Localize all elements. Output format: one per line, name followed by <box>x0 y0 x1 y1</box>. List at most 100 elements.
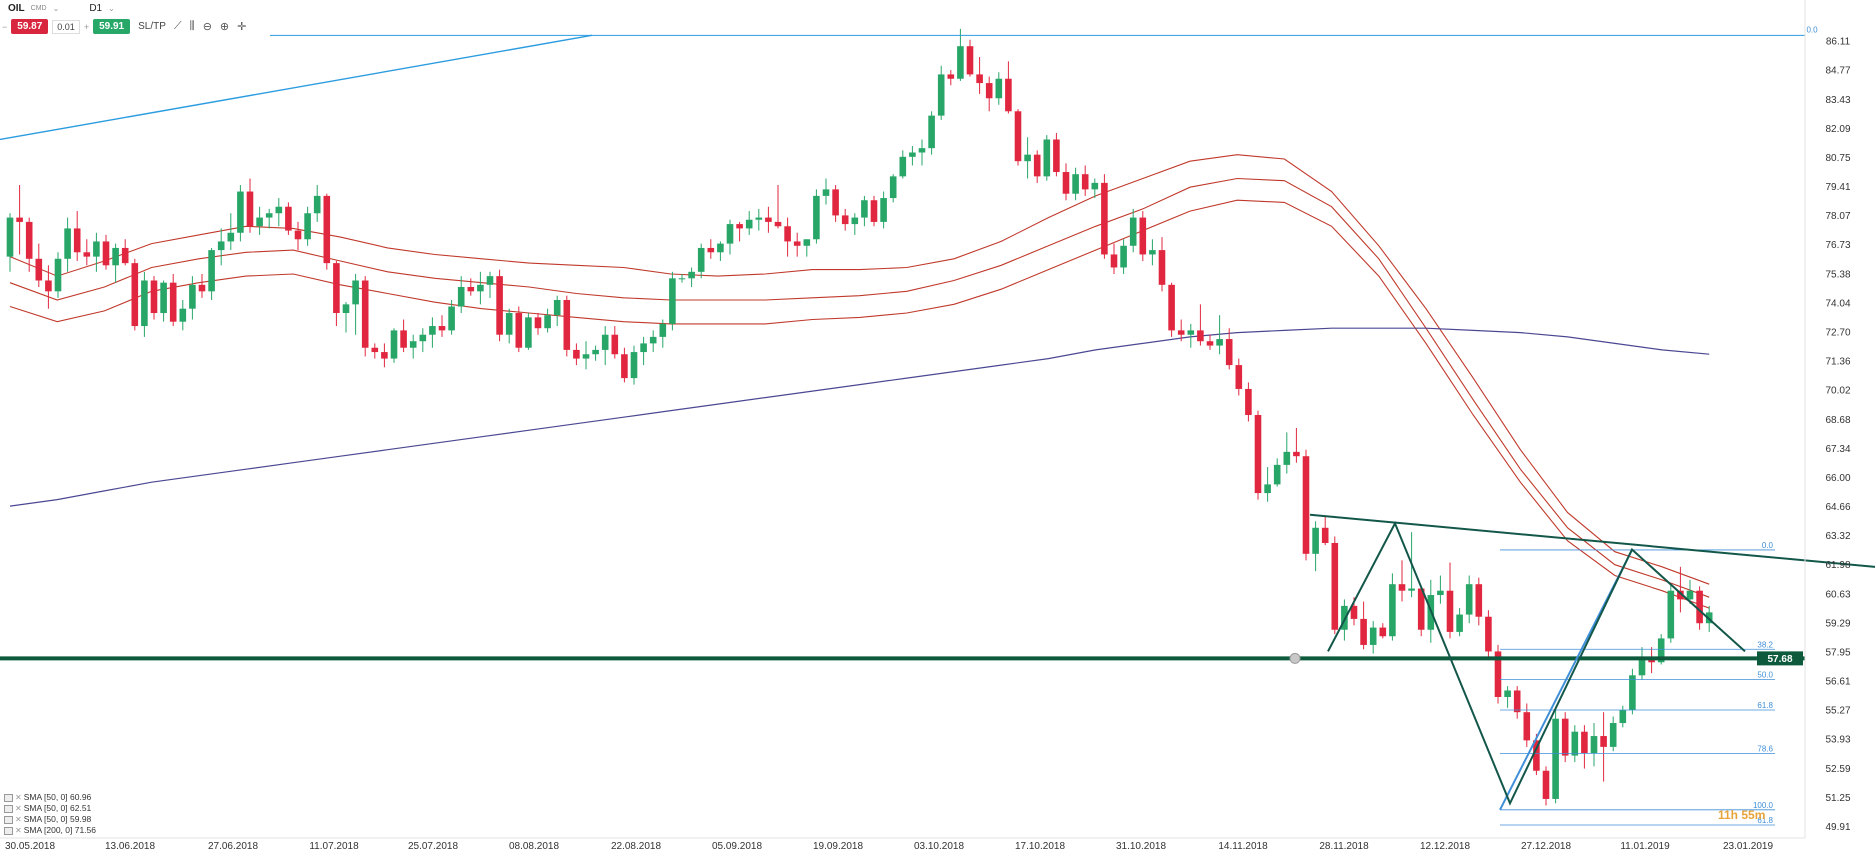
y-tick-label: 78.07 <box>1825 211 1850 222</box>
candle-body <box>1590 736 1598 754</box>
settings-icon[interactable] <box>4 793 13 802</box>
candle-body <box>227 232 235 242</box>
candle-body <box>899 156 907 177</box>
candle-body <box>1638 660 1646 676</box>
candle-body <box>726 224 734 244</box>
candle-body <box>1283 451 1291 465</box>
timeframe-label[interactable]: D1 <box>89 3 103 14</box>
candle-body <box>1696 590 1703 624</box>
candle-body <box>179 308 187 322</box>
close-icon[interactable]: ✕ <box>15 793 22 802</box>
candle-body <box>1456 614 1463 632</box>
y-tick-label: 63.32 <box>1825 531 1850 542</box>
symbol-label[interactable]: OIL <box>8 3 25 14</box>
candle-body <box>285 206 292 231</box>
close-icon[interactable]: ✕ <box>15 804 22 813</box>
y-tick-label: 72.70 <box>1825 328 1850 339</box>
y-tick-label: 66.00 <box>1825 473 1850 484</box>
candle-body <box>1149 250 1156 255</box>
chevron-down-icon[interactable]: ⌄ <box>52 4 60 13</box>
legend-item[interactable]: ✕ SMA [50, 0] 62.51 <box>4 803 96 814</box>
x-tick-label: 13.06.2018 <box>105 841 155 852</box>
candle-body <box>861 200 868 218</box>
x-tick-label: 25.07.2018 <box>408 841 458 852</box>
decrease-volume-button[interactable]: − <box>2 21 8 32</box>
candle-body <box>1197 330 1204 342</box>
zoom-in-icon[interactable]: ⊕ <box>219 21 230 33</box>
candle-body <box>851 217 859 225</box>
candle-body <box>1504 690 1511 697</box>
y-tick-label: 55.27 <box>1825 706 1850 717</box>
y-tick-label: 80.75 <box>1825 153 1850 164</box>
x-tick-label: 27.12.2018 <box>1521 841 1571 852</box>
candle-body <box>765 217 772 222</box>
candle-body <box>1379 627 1387 637</box>
zoom-out-icon[interactable]: ⊖ <box>202 21 212 33</box>
candle-body <box>870 200 878 222</box>
candle-body <box>169 282 177 322</box>
sell-button[interactable]: 59.87 <box>11 19 49 34</box>
candle-body <box>265 213 273 218</box>
candle-body <box>477 284 484 292</box>
candle-body <box>419 334 427 342</box>
candle-body <box>947 74 955 79</box>
candles-icon[interactable]: ⫼ <box>189 20 195 32</box>
close-icon[interactable]: ✕ <box>15 826 22 835</box>
settings-icon[interactable] <box>4 815 13 824</box>
candle-body <box>669 278 676 324</box>
candle-body <box>1273 464 1281 485</box>
trade-row: − 59.87 0.01 + 59.91 SL/TP ⟋ ⫼ ⊖ ⊕ ✛ <box>2 19 246 34</box>
price-tag-label: 57.68 <box>1767 654 1792 665</box>
candle-body <box>1312 527 1319 554</box>
candle-body <box>1206 341 1214 346</box>
candle-body <box>1571 731 1579 756</box>
candle-body <box>45 280 52 292</box>
y-tick-label: 52.59 <box>1825 764 1850 775</box>
candle-body <box>112 247 119 266</box>
candle-body <box>1648 660 1655 663</box>
y-tick-label: 57.95 <box>1825 648 1850 659</box>
candle-body <box>573 349 580 359</box>
candle-body <box>467 286 475 292</box>
crosshair-icon[interactable]: ✛ <box>237 21 247 33</box>
legend-item[interactable]: ✕ SMA [50, 0] 59.98 <box>4 814 96 825</box>
buy-button[interactable]: 59.91 <box>93 19 131 34</box>
candle-body <box>361 280 369 348</box>
sma-line-1 <box>9 177 1710 598</box>
candle-body <box>515 313 523 348</box>
x-tick-label: 03.10.2018 <box>914 841 964 852</box>
y-tick-label: 86.11 <box>1826 37 1851 48</box>
y-tick-label: 83.43 <box>1825 95 1850 106</box>
candle-body <box>822 189 830 196</box>
close-icon[interactable]: ✕ <box>15 815 22 824</box>
legend-item[interactable]: ✕ SMA [50, 0] 60.96 <box>4 792 96 803</box>
candle-body <box>582 354 590 359</box>
candle-body <box>438 326 446 331</box>
candle-body <box>217 241 225 251</box>
candle-body <box>150 280 158 314</box>
chevron-down-icon[interactable]: ⌄ <box>108 4 115 13</box>
settings-icon[interactable] <box>4 804 13 813</box>
candle-body <box>1513 690 1521 713</box>
top-line-label: 0.0 <box>1806 25 1818 34</box>
increase-volume-button[interactable]: + <box>83 21 90 32</box>
candle-body <box>83 252 91 257</box>
candle-body <box>1408 588 1415 591</box>
candle-body <box>928 115 935 149</box>
candle-body <box>736 224 743 229</box>
line-chart-icon[interactable]: ⟋ <box>173 20 182 32</box>
candle-body <box>1014 111 1022 162</box>
drawings: 0.0 0.0 38.2 50.0 61.8 78.6 100.0 61.8 <box>0 25 1875 826</box>
legend-item[interactable]: ✕ SMA [200, 0] 71.56 <box>4 825 96 836</box>
settings-icon[interactable] <box>4 826 13 835</box>
y-tick-label: 79.41 <box>1825 182 1850 193</box>
candle-body <box>1053 139 1060 173</box>
candle-countdown: 11h 55m <box>1718 808 1766 822</box>
rising-trendline <box>0 34 593 141</box>
legend-label: SMA [50, 0] 59.98 <box>23 814 92 824</box>
candle-body <box>659 323 667 337</box>
candle-body <box>160 282 167 314</box>
sltp-button[interactable]: SL/TP <box>138 21 166 32</box>
